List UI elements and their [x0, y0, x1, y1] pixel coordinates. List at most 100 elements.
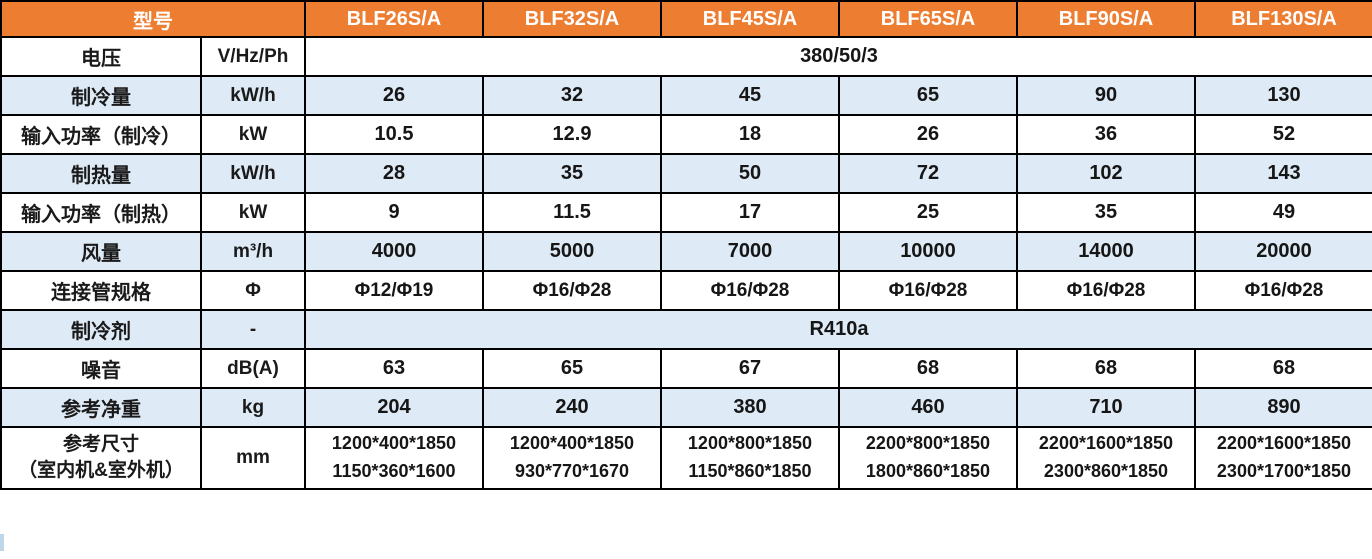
model-column-header-blf26: BLF26S/A [304, 0, 484, 38]
value-cell: 65 [482, 348, 662, 389]
row-dimensions: 参考尺寸 （室内机&室外机） mm 1200*400*1850 1150*360… [0, 426, 1372, 490]
value-cell: 1200*400*1850 930*770*1670 [482, 426, 662, 490]
row-unit: dB(A) [200, 348, 306, 389]
row-heating-capacity: 制热量 kW/h 28 35 50 72 102 143 [0, 153, 1372, 194]
value-cell: 20000 [1194, 231, 1372, 272]
row-label: 连接管规格 [0, 270, 202, 311]
row-noise: 噪音 dB(A) 63 65 67 68 68 68 [0, 348, 1372, 389]
value-cell: 68 [1194, 348, 1372, 389]
value-cell: 102 [1016, 153, 1196, 194]
value-cell: 7000 [660, 231, 840, 272]
value-cell: 710 [1016, 387, 1196, 428]
value-cell: 240 [482, 387, 662, 428]
value-cell: 49 [1194, 192, 1372, 233]
value-cell: 14000 [1016, 231, 1196, 272]
value-cell: 52 [1194, 114, 1372, 155]
row-unit: kW/h [200, 75, 306, 116]
value-cell: Φ16/Φ28 [660, 270, 840, 311]
model-column-header-blf90: BLF90S/A [1016, 0, 1196, 38]
value-cell: 11.5 [482, 192, 662, 233]
row-input-power-cooling: 输入功率（制冷） kW 10.5 12.9 18 26 36 52 [0, 114, 1372, 155]
value-cell: R410a [304, 309, 1372, 350]
value-cell: 1200*400*1850 1150*360*1600 [304, 426, 484, 490]
row-voltage: 电压 V/Hz/Ph 380/50/3 [0, 36, 1372, 77]
model-column-header-blf130: BLF130S/A [1194, 0, 1372, 38]
row-unit: kW [200, 114, 306, 155]
value-cell: 143 [1194, 153, 1372, 194]
value-cell: 1200*800*1850 1150*860*1850 [660, 426, 840, 490]
value-cell: Φ16/Φ28 [838, 270, 1018, 311]
row-label: 制冷量 [0, 75, 202, 116]
value-cell: 890 [1194, 387, 1372, 428]
value-cell: 26 [304, 75, 484, 116]
value-cell: Φ16/Φ28 [1194, 270, 1372, 311]
row-label: 输入功率（制冷） [0, 114, 202, 155]
value-cell: 9 [304, 192, 484, 233]
value-cell: 90 [1016, 75, 1196, 116]
value-cell: 17 [660, 192, 840, 233]
row-label: 参考净重 [0, 387, 202, 428]
row-label: 参考尺寸 （室内机&室外机） [0, 426, 202, 490]
value-cell: 68 [838, 348, 1018, 389]
value-cell: Φ16/Φ28 [482, 270, 662, 311]
row-unit: Φ [200, 270, 306, 311]
value-cell: 10.5 [304, 114, 484, 155]
value-cell: 35 [482, 153, 662, 194]
value-cell: 2200*1600*1850 2300*1700*1850 [1194, 426, 1372, 490]
value-cell: 36 [1016, 114, 1196, 155]
value-cell: 45 [660, 75, 840, 116]
value-cell: 2200*1600*1850 2300*860*1850 [1016, 426, 1196, 490]
row-unit: - [200, 309, 306, 350]
row-label: 输入功率（制热） [0, 192, 202, 233]
row-unit: kW/h [200, 153, 306, 194]
row-input-power-heating: 输入功率（制热） kW 9 11.5 17 25 35 49 [0, 192, 1372, 233]
value-cell: 380/50/3 [304, 36, 1372, 77]
value-cell: 5000 [482, 231, 662, 272]
row-unit: mm [200, 426, 306, 490]
value-cell: 26 [838, 114, 1018, 155]
value-cell: 4000 [304, 231, 484, 272]
model-column-header-blf32: BLF32S/A [482, 0, 662, 38]
value-cell: 12.9 [482, 114, 662, 155]
row-label: 制冷剂 [0, 309, 202, 350]
header-model-label: 型号 [0, 0, 306, 38]
value-cell: 460 [838, 387, 1018, 428]
row-label: 风量 [0, 231, 202, 272]
value-cell: 380 [660, 387, 840, 428]
row-label: 电压 [0, 36, 202, 77]
value-cell: 28 [304, 153, 484, 194]
value-cell: 68 [1016, 348, 1196, 389]
value-cell: 10000 [838, 231, 1018, 272]
row-unit: kW [200, 192, 306, 233]
value-cell: 67 [660, 348, 840, 389]
value-cell: 130 [1194, 75, 1372, 116]
row-cooling-capacity: 制冷量 kW/h 26 32 45 65 90 130 [0, 75, 1372, 116]
row-unit: V/Hz/Ph [200, 36, 306, 77]
value-cell: 35 [1016, 192, 1196, 233]
value-cell: 72 [838, 153, 1018, 194]
header-row: 型号 BLF26S/A BLF32S/A BLF45S/A BLF65S/A B… [0, 0, 1372, 38]
row-refrigerant: 制冷剂 - R410a [0, 309, 1372, 350]
value-cell: Φ12/Φ19 [304, 270, 484, 311]
value-cell: 65 [838, 75, 1018, 116]
row-air-flow: 风量 m³/h 4000 5000 7000 10000 14000 20000 [0, 231, 1372, 272]
row-label: 噪音 [0, 348, 202, 389]
stray-blue-mark [0, 534, 4, 551]
value-cell: 32 [482, 75, 662, 116]
value-cell: 63 [304, 348, 484, 389]
spec-table: 型号 BLF26S/A BLF32S/A BLF45S/A BLF65S/A B… [0, 0, 1372, 490]
model-column-header-blf65: BLF65S/A [838, 0, 1018, 38]
value-cell: Φ16/Φ28 [1016, 270, 1196, 311]
model-column-header-blf45: BLF45S/A [660, 0, 840, 38]
value-cell: 18 [660, 114, 840, 155]
row-pipe-spec: 连接管规格 Φ Φ12/Φ19 Φ16/Φ28 Φ16/Φ28 Φ16/Φ28 … [0, 270, 1372, 311]
value-cell: 25 [838, 192, 1018, 233]
row-net-weight: 参考净重 kg 204 240 380 460 710 890 [0, 387, 1372, 428]
row-label: 制热量 [0, 153, 202, 194]
row-unit: kg [200, 387, 306, 428]
row-unit: m³/h [200, 231, 306, 272]
value-cell: 204 [304, 387, 484, 428]
value-cell: 50 [660, 153, 840, 194]
value-cell: 2200*800*1850 1800*860*1850 [838, 426, 1018, 490]
